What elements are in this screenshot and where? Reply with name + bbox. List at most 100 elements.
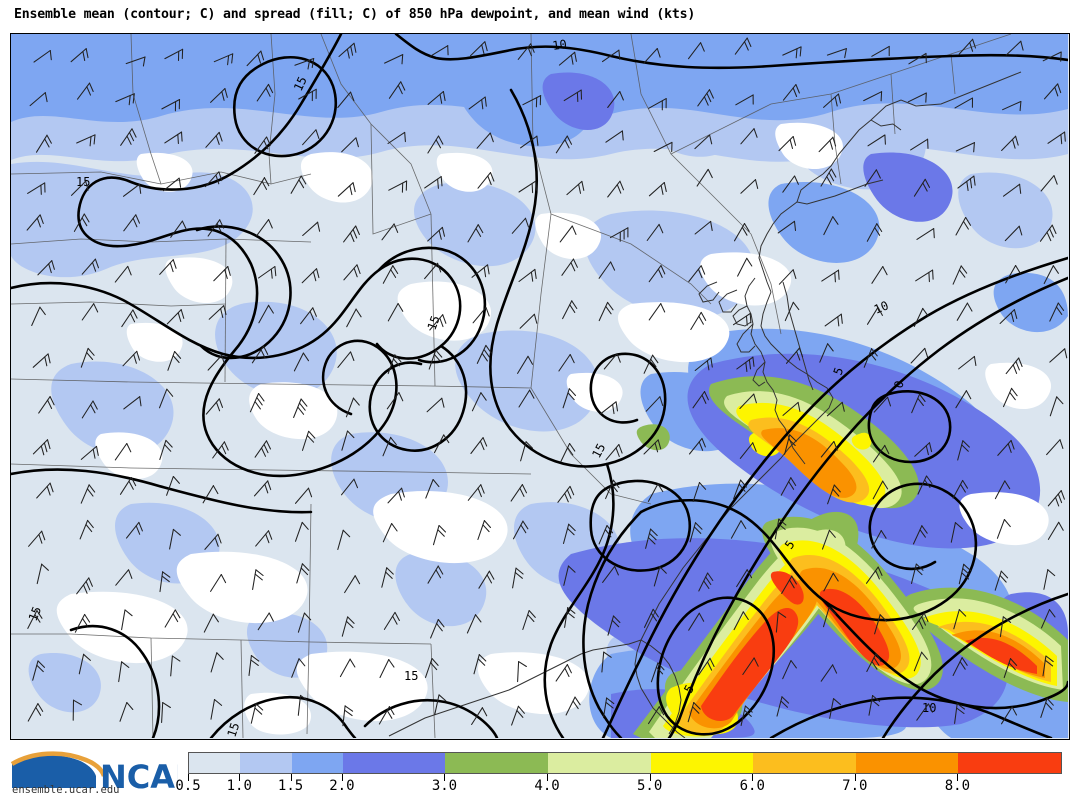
wind-barb-flag bbox=[924, 347, 929, 358]
wind-barb-flag bbox=[300, 175, 307, 185]
wind-barb-flag bbox=[128, 480, 134, 490]
wind-barb-flag bbox=[223, 441, 229, 451]
page-title: Ensemble mean (contour; C) and spread (f… bbox=[14, 7, 696, 22]
wind-barb bbox=[170, 220, 183, 238]
wind-barb bbox=[955, 142, 976, 152]
wind-barb bbox=[249, 392, 260, 413]
wind-barb-flag bbox=[567, 607, 576, 614]
wind-barb bbox=[518, 268, 536, 283]
wind-barb-flag bbox=[142, 56, 146, 67]
wind-barb bbox=[562, 300, 573, 320]
wind-barb-flag bbox=[826, 176, 832, 186]
wind-barb-flag bbox=[606, 697, 615, 705]
wind-barb-flag bbox=[257, 53, 262, 64]
wind-barb-flag bbox=[954, 522, 963, 530]
wind-barb bbox=[910, 138, 929, 151]
wind-barb-flag bbox=[40, 445, 45, 456]
wind-barb-flag bbox=[85, 580, 91, 591]
wind-barb-flag bbox=[972, 38, 977, 49]
wind-barb bbox=[958, 355, 975, 370]
wind-barb-flag bbox=[879, 614, 888, 622]
wind-barb-flag bbox=[260, 447, 267, 457]
wind-barb bbox=[512, 520, 524, 540]
wind-barb bbox=[740, 705, 746, 727]
wind-barb-flag bbox=[527, 355, 534, 365]
wind-barb bbox=[387, 487, 403, 504]
wind-barb bbox=[1043, 569, 1049, 590]
wind-barb bbox=[251, 345, 265, 364]
wind-barb bbox=[819, 343, 829, 363]
wind-barb bbox=[159, 259, 174, 275]
wind-barb-flag bbox=[834, 96, 838, 107]
wind-barb-flag bbox=[650, 612, 658, 622]
wind-barb bbox=[381, 567, 388, 588]
wind-barb bbox=[120, 128, 133, 146]
wind-barb-flag bbox=[962, 568, 971, 576]
wind-barb-flag bbox=[312, 307, 317, 317]
wind-barb-flag bbox=[442, 90, 446, 102]
wind-barb bbox=[647, 706, 660, 725]
wind-barb bbox=[955, 390, 967, 409]
wind-barb-flag bbox=[308, 430, 316, 439]
wind-barb-flag bbox=[1060, 490, 1065, 500]
wind-barb-flag bbox=[574, 51, 577, 62]
wind-barb-flag bbox=[837, 316, 840, 327]
wind-barb-flag bbox=[932, 269, 934, 280]
wind-barb bbox=[246, 50, 262, 67]
wind-barb-flag bbox=[300, 567, 309, 576]
wind-barb bbox=[873, 396, 889, 413]
wind-barb-flag bbox=[49, 396, 55, 406]
wind-barb-flag bbox=[130, 476, 137, 487]
wind-barb-flag bbox=[215, 135, 220, 145]
wind-barb bbox=[337, 182, 354, 197]
wind-barb-flag bbox=[519, 487, 525, 497]
ncar-logo[interactable]: NCAR bbox=[8, 748, 178, 796]
wind-barb-flag bbox=[647, 537, 656, 545]
wind-barb bbox=[956, 302, 968, 321]
wind-barb-flag bbox=[172, 355, 180, 364]
wind-barb bbox=[562, 523, 570, 545]
wind-barb-flag bbox=[880, 529, 887, 539]
wind-barb-flag bbox=[36, 217, 41, 228]
wind-barb bbox=[643, 47, 658, 64]
wind-barb-flag bbox=[777, 611, 787, 618]
wind-barb-flag bbox=[650, 358, 657, 368]
wind-barb bbox=[428, 349, 437, 370]
wind-barb bbox=[300, 307, 314, 325]
wind-barb bbox=[159, 439, 167, 461]
wind-barb-flag bbox=[798, 347, 804, 358]
wind-barb-flag bbox=[794, 175, 799, 185]
wind-barb-flag bbox=[1015, 135, 1019, 146]
wind-barb-flag bbox=[611, 619, 620, 628]
contour-label: 0 bbox=[891, 379, 906, 390]
wind-barb bbox=[424, 262, 439, 280]
wind-barb-flag bbox=[267, 530, 273, 540]
wind-barb-flag bbox=[345, 620, 354, 629]
wind-barb bbox=[865, 566, 879, 584]
wind-barb bbox=[866, 653, 877, 673]
wind-barb-flag bbox=[832, 572, 839, 582]
wind-barb-flag bbox=[657, 483, 664, 493]
wind-barb-flag bbox=[743, 709, 752, 717]
wind-barb-flag bbox=[297, 406, 305, 415]
map-panel[interactable]: 10 15 15 15 10 5 0 15 5 15 15 5 10 15 bbox=[10, 33, 1070, 740]
wind-barb bbox=[169, 528, 174, 550]
wind-barb-flag bbox=[701, 437, 706, 448]
wind-barb-flag bbox=[82, 584, 88, 594]
wind-barb-flag bbox=[534, 268, 537, 280]
wind-barb-flag bbox=[81, 217, 88, 227]
ncar-url[interactable]: ensemble.ucar.edu bbox=[12, 784, 120, 796]
colorbar[interactable] bbox=[188, 752, 1062, 774]
wind-barb-flag bbox=[564, 492, 569, 503]
colorbar-tick-label: 2.0 bbox=[329, 778, 355, 794]
wind-barb bbox=[1003, 658, 1012, 679]
wind-barb-flag bbox=[922, 307, 929, 317]
wind-barb bbox=[1049, 302, 1059, 322]
wind-barb-flag bbox=[740, 520, 747, 530]
state-borders bbox=[11, 34, 1012, 738]
wind-barb-flag bbox=[1051, 224, 1057, 235]
colorbar-tick-label: 1.0 bbox=[226, 778, 252, 794]
wind-barb-flag bbox=[925, 92, 927, 103]
wind-barb bbox=[382, 436, 392, 457]
wind-barb-flag bbox=[267, 83, 274, 94]
